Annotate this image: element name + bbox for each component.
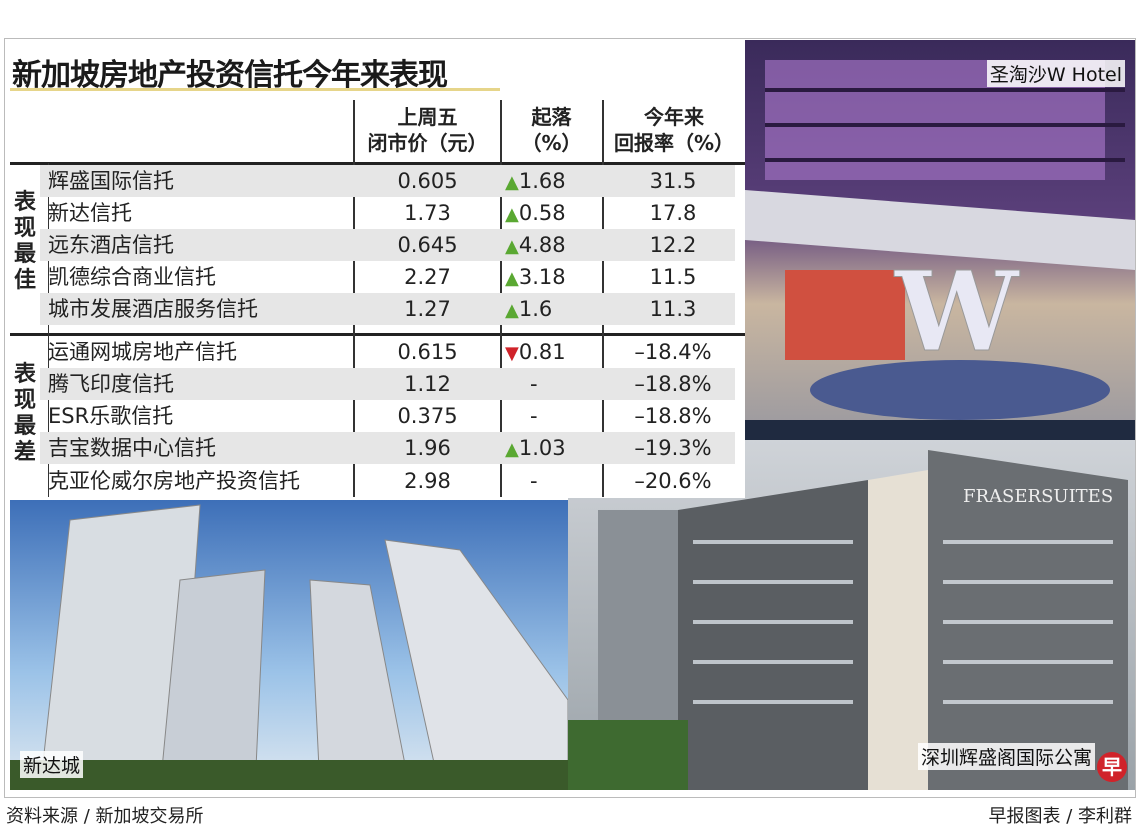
up-arrow-icon: ▲ <box>505 300 519 321</box>
close-price: 2.98 <box>404 469 451 493</box>
close-price: 2.27 <box>404 265 451 289</box>
change-value: 0.81 <box>518 340 566 364</box>
ytd-return: –18.8% <box>634 404 712 428</box>
reit-name: 辉盛国际信托 <box>48 169 174 193</box>
close-price: 1.73 <box>404 201 451 225</box>
close-price: 0.375 <box>397 404 458 428</box>
table-row: 远东酒店信托 0.645 ▲4.88 12.2 <box>40 229 735 261</box>
group-separator <box>10 333 745 336</box>
change-cell: ▲3.18 <box>505 261 605 295</box>
header-change: 起落 （%） <box>521 105 582 155</box>
table-row: 腾飞印度信托 1.12 - –18.8% <box>40 368 735 400</box>
reit-name: 远东酒店信托 <box>48 233 174 257</box>
close-price: 0.605 <box>397 169 458 193</box>
reit-name: 凯德综合商业信托 <box>48 265 216 289</box>
group-label-best: 表现最佳 <box>13 190 36 293</box>
page-title: 新加坡房地产投资信托今年来表现 <box>12 58 448 93</box>
table-row: 凯德综合商业信托 2.27 ▲3.18 11.5 <box>40 261 735 293</box>
svg-text:W: W <box>894 247 1020 376</box>
table-row: 吉宝数据中心信托 1.96 ▲1.03 –19.3% <box>40 432 735 464</box>
change-cell: - <box>530 400 630 432</box>
table-row: 运通网城房地产信托 0.615 ▼0.81 –18.4% <box>40 336 735 368</box>
down-arrow-icon: ▼ <box>505 343 519 364</box>
table-panel-bg <box>5 40 745 498</box>
ytd-return: –18.4% <box>634 340 712 364</box>
up-arrow-icon: ▲ <box>505 236 519 257</box>
fraser-caption: 深圳辉盛阁国际公寓 <box>917 743 1095 770</box>
ytd-return: 11.5 <box>649 265 697 289</box>
change-value: 0.58 <box>518 201 566 225</box>
up-arrow-icon: ▲ <box>505 172 519 193</box>
header-price: 上周五 闭市价（元） <box>367 105 488 155</box>
suntec-city-photo: 新达城 <box>10 500 568 790</box>
title-underline <box>10 88 500 91</box>
change-value: - <box>530 469 538 493</box>
zaobao-logo: 早 <box>1097 752 1127 782</box>
reit-table: 上周五 闭市价（元） 起落 （%） 今年来 回报率（%） <box>10 100 745 500</box>
ytd-return: 17.8 <box>649 201 697 225</box>
fraser-sign: FRASERSUITES <box>963 486 1113 507</box>
table-row: 辉盛国际信托 0.605 ▲1.68 31.5 <box>40 165 735 197</box>
header-ytd: 今年来 回报率（%） <box>613 105 735 155</box>
group-label-worst: 表现最差 <box>13 362 36 465</box>
close-price: 1.96 <box>404 436 451 460</box>
reit-name: ESR乐歌信托 <box>48 404 174 428</box>
change-value: 1.68 <box>518 169 566 193</box>
credit-note: 早报图表 / 李利群 <box>988 806 1132 827</box>
divider <box>48 163 49 497</box>
change-cell: ▲1.68 <box>505 165 605 199</box>
table-row: ESR乐歌信托 0.375 - –18.8% <box>40 400 735 432</box>
reit-name: 城市发展酒店服务信托 <box>48 297 258 321</box>
close-price: 1.27 <box>404 297 451 321</box>
ytd-return: –20.6% <box>634 469 712 493</box>
header-rule <box>10 162 745 165</box>
reit-name: 腾飞印度信托 <box>48 372 174 396</box>
ytd-return: 11.3 <box>649 297 697 321</box>
suntec-caption: 新达城 <box>20 751 84 778</box>
up-arrow-icon: ▲ <box>505 268 519 289</box>
table-row: 新达信托 1.73 ▲0.58 17.8 <box>40 197 735 229</box>
w-hotel-photo: W 圣淘沙W Hotel <box>745 40 1135 480</box>
close-price: 0.615 <box>397 340 458 364</box>
table-row: 克亚伦威尔房地产投资信托 2.98 - –20.6% <box>40 465 735 497</box>
change-cell: ▲1.6 <box>505 293 605 327</box>
ytd-return: –19.3% <box>634 436 712 460</box>
change-cell: ▲4.88 <box>505 229 605 263</box>
table-row: 城市发展酒店服务信托 1.27 ▲1.6 11.3 <box>40 293 735 325</box>
change-value: 1.03 <box>518 436 566 460</box>
up-arrow-icon: ▲ <box>505 439 519 460</box>
change-cell: ▼0.81 <box>505 336 605 370</box>
w-hotel-caption: 圣淘沙W Hotel <box>986 60 1125 87</box>
change-value: 3.18 <box>518 265 566 289</box>
ytd-return: –18.8% <box>634 372 712 396</box>
change-cell: - <box>530 368 630 400</box>
change-value: 4.88 <box>518 233 566 257</box>
change-value: 1.6 <box>518 297 553 321</box>
close-price: 1.12 <box>404 372 451 396</box>
ytd-return: 31.5 <box>649 169 697 193</box>
change-cell: - <box>530 465 630 497</box>
change-value: - <box>530 372 538 396</box>
change-cell: ▲0.58 <box>505 197 605 231</box>
reit-name: 吉宝数据中心信托 <box>48 436 216 460</box>
reit-name: 克亚伦威尔房地产投资信托 <box>48 469 300 493</box>
change-value: - <box>530 404 538 428</box>
infographic-frame <box>4 38 1136 798</box>
source-note: 资料来源 / 新加坡交易所 <box>6 806 204 827</box>
close-price: 0.645 <box>397 233 458 257</box>
reit-name: 新达信托 <box>48 201 132 225</box>
up-arrow-icon: ▲ <box>505 204 519 225</box>
reit-name: 运通网城房地产信托 <box>48 340 237 364</box>
ytd-return: 12.2 <box>649 233 697 257</box>
change-cell: ▲1.03 <box>505 432 605 466</box>
fraser-suites-photo: FRASERSUITES 深圳辉盛阁国际公寓 早 <box>568 440 1135 790</box>
